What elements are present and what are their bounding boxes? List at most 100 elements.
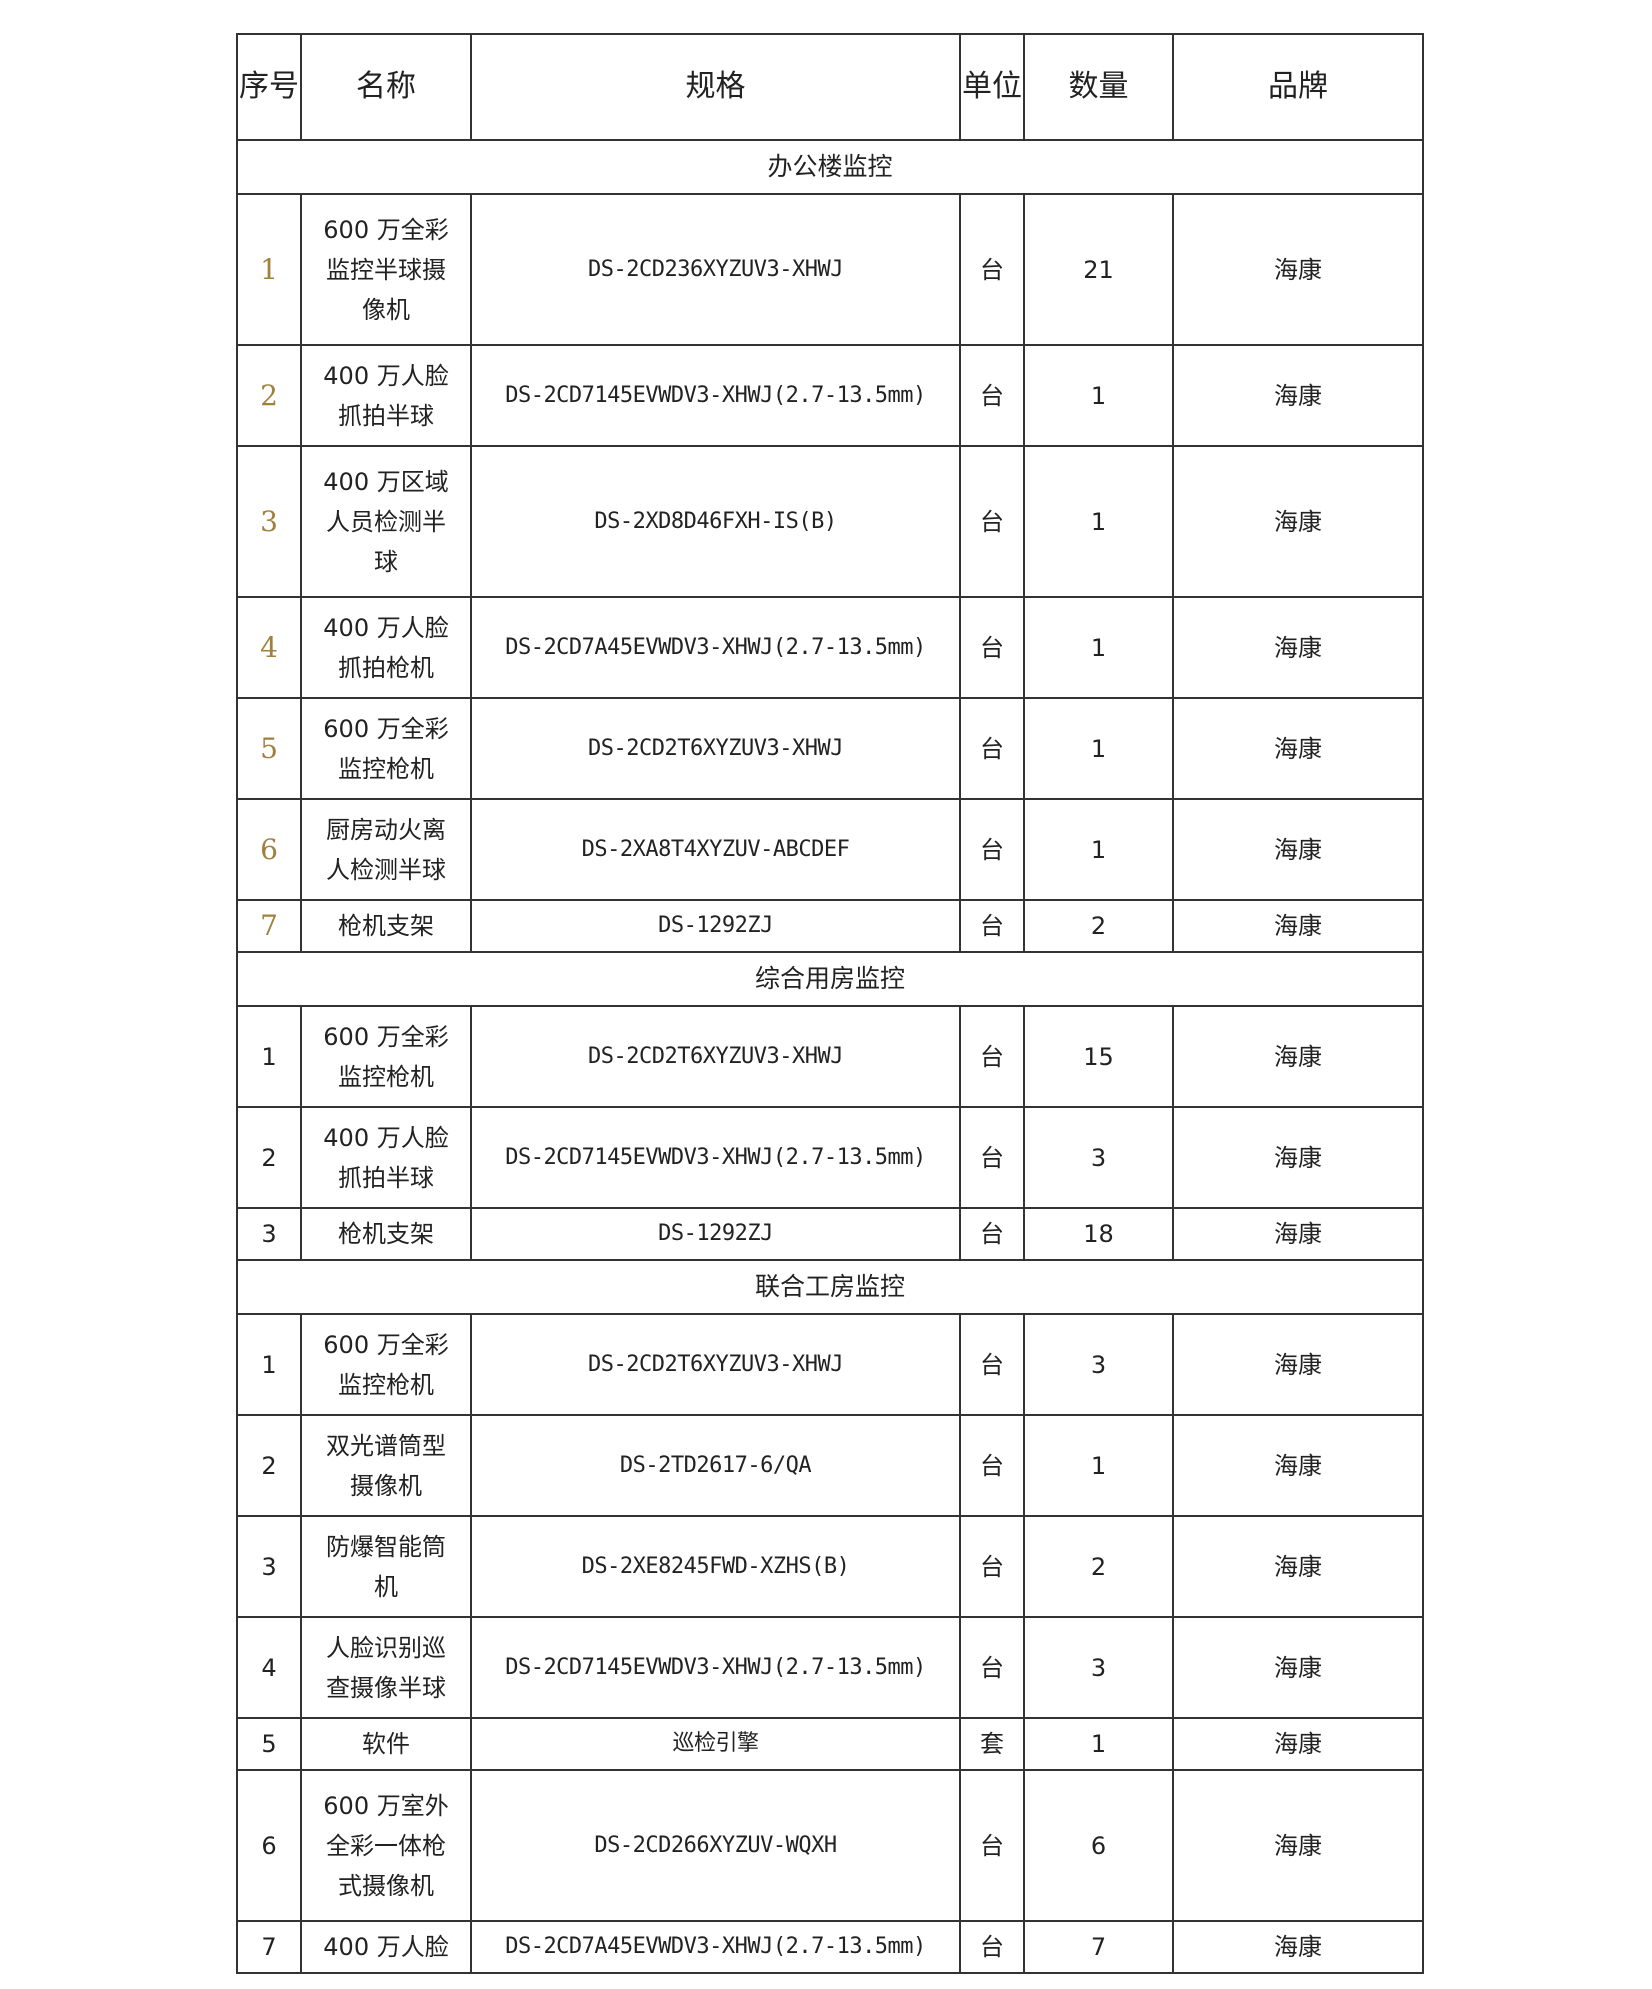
cell-qty: 1 xyxy=(1023,344,1174,447)
equipment-table: 序号 名称 规格 单位 数量 品牌 办公楼监控 1 600 万全彩监控半球摄像机 DS… xyxy=(236,33,1424,1974)
header-brand: 品牌 xyxy=(1172,33,1424,141)
section-title: 综合用房监控 xyxy=(236,951,1424,1007)
cell-name: 枪机支架 xyxy=(300,899,472,953)
cell-qty: 15 xyxy=(1023,1005,1174,1108)
cell-spec: DS-2CD2T6XYZUV3-XHWJ xyxy=(470,1005,961,1108)
cell-name: 400 万人脸抓拍枪机 xyxy=(300,596,472,699)
cell-name: 400 万人脸 xyxy=(300,1920,472,1974)
cell-unit: 台 xyxy=(959,596,1025,699)
cell-seq: 3 xyxy=(236,445,302,598)
cell-brand: 海康 xyxy=(1172,344,1424,447)
cell-seq: 2 xyxy=(236,344,302,447)
cell-brand: 海康 xyxy=(1172,899,1424,953)
cell-qty: 1 xyxy=(1023,1414,1174,1517)
cell-qty: 3 xyxy=(1023,1106,1174,1209)
cell-seq: 3 xyxy=(236,1515,302,1618)
table-row: 7 枪机支架 DS-1292ZJ 台 2 海康 xyxy=(236,899,1424,953)
cell-seq: 1 xyxy=(236,193,302,346)
cell-qty: 1 xyxy=(1023,697,1174,800)
header-row: 序号 名称 规格 单位 数量 品牌 xyxy=(236,33,1424,141)
cell-qty: 1 xyxy=(1023,1717,1174,1771)
header-unit: 单位 xyxy=(959,33,1025,141)
cell-name: 600 万全彩监控枪机 xyxy=(300,1313,472,1416)
table-row: 3 防爆智能筒机 DS-2XE8245FWD-XZHS(B) 台 2 海康 xyxy=(236,1515,1424,1618)
cell-brand: 海康 xyxy=(1172,798,1424,901)
cell-name: 600 万全彩监控枪机 xyxy=(300,697,472,800)
cell-brand: 海康 xyxy=(1172,1515,1424,1618)
cell-name: 双光谱筒型摄像机 xyxy=(300,1414,472,1517)
cell-name: 人脸识别巡查摄像半球 xyxy=(300,1616,472,1719)
section-row: 办公楼监控 xyxy=(236,139,1424,195)
cell-seq: 7 xyxy=(236,1920,302,1974)
cell-qty: 3 xyxy=(1023,1616,1174,1719)
cell-qty: 2 xyxy=(1023,1515,1174,1618)
cell-spec: DS-2CD236XYZUV3-XHWJ xyxy=(470,193,961,346)
cell-unit: 台 xyxy=(959,1207,1025,1261)
table-row: 1 600 万全彩监控枪机 DS-2CD2T6XYZUV3-XHWJ 台 15 海康 xyxy=(236,1005,1424,1108)
cell-unit: 台 xyxy=(959,697,1025,800)
cell-seq: 1 xyxy=(236,1313,302,1416)
cell-spec: DS-2XA8T4XYZUV-ABCDEF xyxy=(470,798,961,901)
table-row: 1 600 万全彩监控半球摄像机 DS-2CD236XYZUV3-XHWJ 台 21 海康 xyxy=(236,193,1424,346)
table-row: 5 软件 巡检引擎套 1 海康 xyxy=(236,1717,1424,1771)
cell-spec: DS-2XE8245FWD-XZHS(B) xyxy=(470,1515,961,1618)
cell-spec: DS-2CD7145EVWDV3-XHWJ(2.7-13.5mm) xyxy=(470,1106,961,1209)
section-title: 办公楼监控 xyxy=(236,139,1424,195)
cell-unit: 台 xyxy=(959,193,1025,346)
cell-name: 600 万全彩监控半球摄像机 xyxy=(300,193,472,346)
cell-brand: 海康 xyxy=(1172,596,1424,699)
table-row: 4 400 万人脸抓拍枪机 DS-2CD7A45EVWDV3-XHWJ(2.7-13… xyxy=(236,596,1424,699)
cell-brand: 海康 xyxy=(1172,1717,1424,1771)
cell-seq: 2 xyxy=(236,1414,302,1517)
section-row: 综合用房监控 xyxy=(236,951,1424,1007)
cell-name: 400 万区域人员检测半球 xyxy=(300,445,472,598)
header-spec: 规格 xyxy=(470,33,961,141)
cell-name: 400 万人脸抓拍半球 xyxy=(300,1106,472,1209)
cell-unit: 台 xyxy=(959,1005,1025,1108)
header-seq: 序号 xyxy=(236,33,302,141)
cell-seq: 5 xyxy=(236,697,302,800)
cell-qty: 21 xyxy=(1023,193,1174,346)
cell-seq: 5 xyxy=(236,1717,302,1771)
cell-unit: 台 xyxy=(959,1920,1025,1974)
cell-unit: 台 xyxy=(959,1616,1025,1719)
cell-qty: 2 xyxy=(1023,899,1174,953)
table-row: 6 厨房动火离人检测半球 DS-2XA8T4XYZUV-ABCDEF 台 1 海康 xyxy=(236,798,1424,901)
cell-unit: 台 xyxy=(959,798,1025,901)
cell-seq: 7 xyxy=(236,899,302,953)
cell-brand: 海康 xyxy=(1172,1769,1424,1922)
cell-unit: 台 xyxy=(959,445,1025,598)
cell-brand: 海康 xyxy=(1172,1313,1424,1416)
cell-name: 600 万室外全彩一体枪式摄像机 xyxy=(300,1769,472,1922)
cell-name: 枪机支架 xyxy=(300,1207,472,1261)
cell-brand: 海康 xyxy=(1172,697,1424,800)
table-row: 3 400 万区域人员检测半球 DS-2XD8D46FXH-IS(B) 台 1 海康 xyxy=(236,445,1424,598)
cell-spec: DS-2XD8D46FXH-IS(B) xyxy=(470,445,961,598)
cell-name: 防爆智能筒机 xyxy=(300,1515,472,1618)
cell-qty: 1 xyxy=(1023,798,1174,901)
table-row: 1 600 万全彩监控枪机 DS-2CD2T6XYZUV3-XHWJ 台 3 海康 xyxy=(236,1313,1424,1416)
cell-spec: DS-2CD7145EVWDV3-XHWJ(2.7-13.5mm) xyxy=(470,344,961,447)
cell-unit: 台 xyxy=(959,1313,1025,1416)
cell-qty: 18 xyxy=(1023,1207,1174,1261)
cell-spec: DS-2CD7145EVWDV3-XHWJ(2.7-13.5mm) xyxy=(470,1616,961,1719)
cell-qty: 3 xyxy=(1023,1313,1174,1416)
table-row: 2 双光谱筒型摄像机 DS-2TD2617-6/QA 台 1 海康 xyxy=(236,1414,1424,1517)
cell-qty: 1 xyxy=(1023,596,1174,699)
table-row: 5 600 万全彩监控枪机 DS-2CD2T6XYZUV3-XHWJ 台 1 海康 xyxy=(236,697,1424,800)
cell-unit: 台 xyxy=(959,1414,1025,1517)
table-row: 3 枪机支架 DS-1292ZJ 台 18 海康 xyxy=(236,1207,1424,1261)
cell-name: 400 万人脸抓拍半球 xyxy=(300,344,472,447)
cell-spec: DS-2CD2T6XYZUV3-XHWJ xyxy=(470,697,961,800)
cell-brand: 海康 xyxy=(1172,1414,1424,1517)
table-row: 4 人脸识别巡查摄像半球 DS-2CD7145EVWDV3-XHWJ(2.7-13.… xyxy=(236,1616,1424,1719)
cell-qty: 6 xyxy=(1023,1769,1174,1922)
cell-spec: DS-2CD2T6XYZUV3-XHWJ xyxy=(470,1313,961,1416)
cell-brand: 海康 xyxy=(1172,1616,1424,1719)
header-name: 名称 xyxy=(300,33,472,141)
cell-name: 软件 xyxy=(300,1717,472,1771)
table-row: 7 400 万人脸 DS-2CD7A45EVWDV3-XHWJ(2.7-13.5mm… xyxy=(236,1920,1424,1974)
table-row: 2 400 万人脸抓拍半球 DS-2CD7145EVWDV3-XHWJ(2.7-13… xyxy=(236,344,1424,447)
cell-qty: 1 xyxy=(1023,445,1174,598)
cell-seq: 3 xyxy=(236,1207,302,1261)
